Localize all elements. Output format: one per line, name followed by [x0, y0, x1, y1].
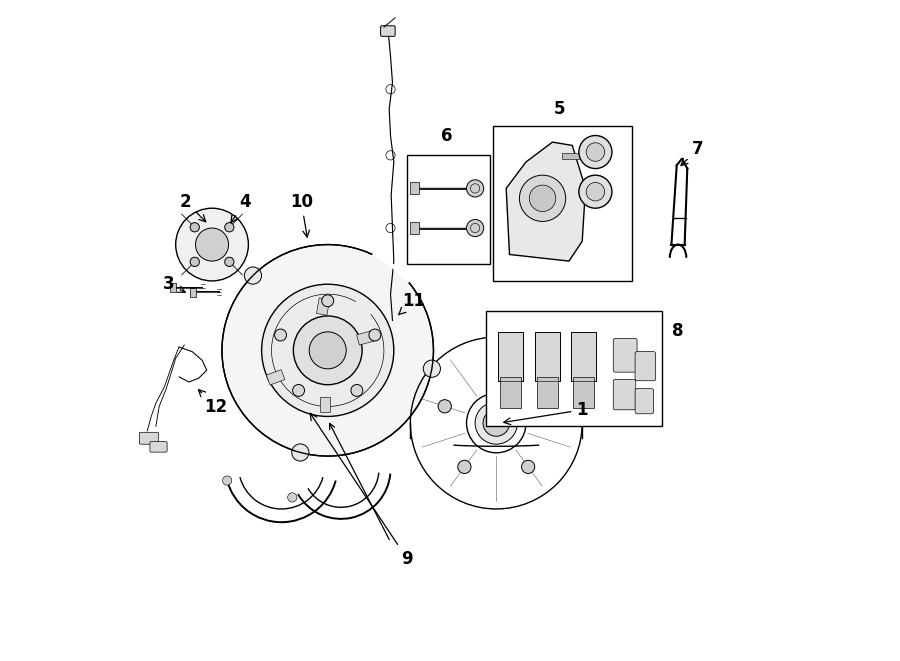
Circle shape — [423, 360, 440, 377]
Text: 1: 1 — [504, 401, 588, 424]
Circle shape — [519, 175, 566, 221]
Bar — [493, 126, 632, 281]
Bar — [190, 288, 195, 297]
Text: 12: 12 — [199, 389, 227, 416]
Circle shape — [310, 332, 346, 369]
Text: 11: 11 — [399, 292, 425, 315]
Bar — [170, 283, 176, 292]
Circle shape — [222, 245, 434, 456]
Polygon shape — [506, 142, 586, 261]
Circle shape — [521, 460, 535, 473]
Circle shape — [262, 284, 394, 416]
Text: 3: 3 — [163, 275, 185, 293]
Text: 2: 2 — [180, 192, 206, 222]
Circle shape — [541, 400, 554, 413]
Bar — [535, 332, 560, 381]
Circle shape — [466, 180, 483, 197]
FancyBboxPatch shape — [140, 432, 158, 444]
Circle shape — [369, 329, 381, 341]
Bar — [536, 377, 558, 408]
Bar — [500, 377, 521, 408]
Circle shape — [225, 223, 234, 232]
Bar — [573, 377, 594, 408]
Circle shape — [293, 316, 362, 385]
Circle shape — [586, 182, 605, 201]
Circle shape — [222, 476, 232, 485]
Circle shape — [579, 136, 612, 169]
FancyBboxPatch shape — [150, 442, 167, 452]
Circle shape — [466, 219, 483, 237]
Bar — [571, 332, 596, 381]
Circle shape — [529, 185, 556, 212]
Bar — [499, 332, 524, 381]
Bar — [320, 397, 330, 412]
Circle shape — [190, 223, 200, 232]
Circle shape — [438, 400, 451, 413]
Bar — [266, 369, 285, 385]
Circle shape — [292, 444, 309, 461]
Text: 5: 5 — [554, 100, 565, 118]
Circle shape — [586, 143, 605, 161]
Bar — [410, 222, 419, 234]
Bar — [486, 311, 662, 426]
Circle shape — [458, 460, 471, 473]
Circle shape — [225, 257, 234, 266]
Bar — [317, 298, 329, 315]
Text: 10: 10 — [290, 192, 313, 237]
FancyBboxPatch shape — [635, 389, 653, 414]
FancyBboxPatch shape — [613, 338, 637, 372]
Text: 8: 8 — [672, 321, 684, 340]
Bar — [410, 182, 419, 194]
Bar — [356, 330, 374, 345]
Text: 6: 6 — [441, 126, 453, 145]
Circle shape — [292, 385, 304, 397]
Circle shape — [351, 385, 363, 397]
Bar — [562, 153, 580, 159]
Circle shape — [195, 228, 229, 261]
FancyBboxPatch shape — [613, 379, 635, 410]
Circle shape — [176, 208, 248, 281]
Circle shape — [483, 410, 509, 436]
Text: 7: 7 — [681, 139, 704, 166]
Circle shape — [190, 257, 200, 266]
Text: 4: 4 — [231, 192, 251, 223]
Circle shape — [274, 329, 286, 341]
Bar — [407, 155, 490, 264]
Circle shape — [490, 362, 503, 375]
Circle shape — [579, 175, 612, 208]
Circle shape — [244, 267, 262, 284]
Circle shape — [288, 493, 297, 502]
FancyBboxPatch shape — [381, 26, 395, 36]
FancyBboxPatch shape — [635, 352, 655, 381]
Circle shape — [475, 402, 518, 444]
Text: 9: 9 — [310, 413, 413, 568]
Circle shape — [322, 295, 334, 307]
